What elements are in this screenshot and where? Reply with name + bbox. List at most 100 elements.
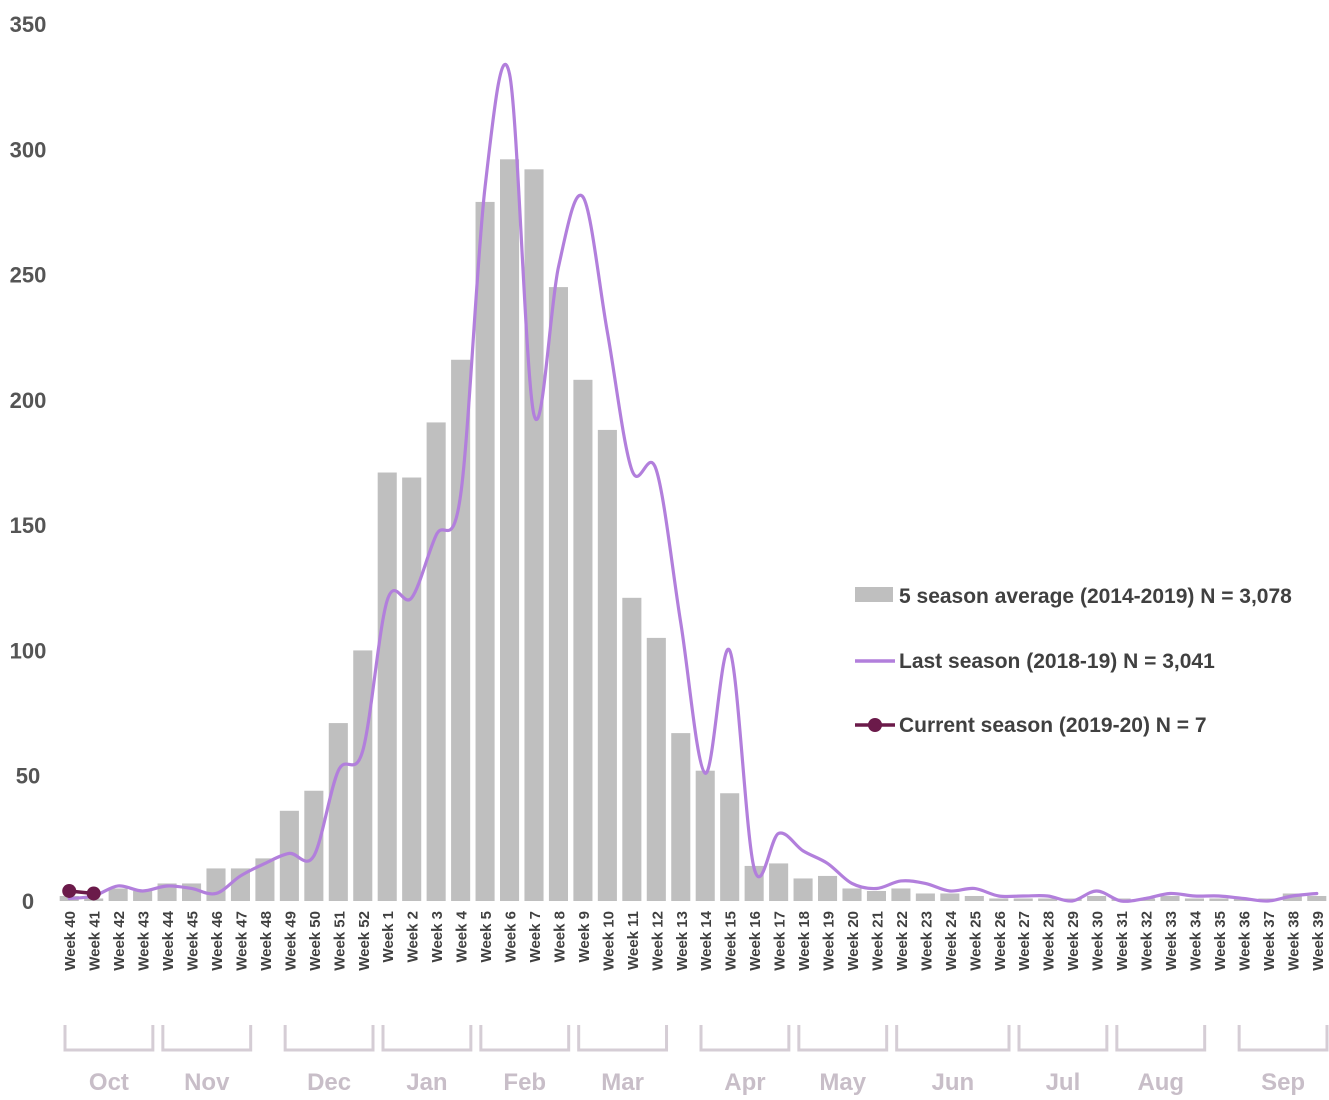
bar-series <box>59 159 1327 902</box>
legend-swatch-average <box>855 587 893 602</box>
month-bracket <box>577 1025 669 1052</box>
bar <box>524 169 544 901</box>
x-tick-label: Week 11 <box>625 911 642 970</box>
current-season-point <box>86 886 101 901</box>
x-tick-label: Week 23 <box>918 911 935 971</box>
bar <box>1013 898 1033 901</box>
bar <box>793 878 813 901</box>
y-tick-label: 300 <box>10 137 47 162</box>
month-label: Nov <box>184 1069 230 1096</box>
month-label: Jun <box>932 1069 975 1096</box>
y-tick-label: 50 <box>16 764 40 789</box>
x-tick-label: Week 48 <box>258 911 275 971</box>
month-label: May <box>819 1069 866 1096</box>
bar <box>548 287 568 902</box>
x-tick-label: Week 39 <box>1310 911 1327 971</box>
bar <box>328 723 348 901</box>
current-season-point <box>62 883 77 898</box>
x-tick-label: Week 14 <box>698 910 715 970</box>
x-tick-label: Week 44 <box>160 910 177 970</box>
bar <box>1087 895 1107 901</box>
x-tick-label: Week 52 <box>356 911 373 971</box>
x-tick-label: Week 13 <box>674 911 691 971</box>
bar <box>744 865 764 901</box>
bar <box>769 863 789 901</box>
x-tick-label: Week 10 <box>600 911 617 971</box>
month-label: Mar <box>601 1069 644 1096</box>
x-tick-label: Week 5 <box>478 911 495 962</box>
month-label: Apr <box>724 1069 765 1096</box>
x-tick-label: Week 22 <box>894 911 911 971</box>
bar <box>1209 898 1229 901</box>
bar <box>989 898 1009 901</box>
x-tick-label: Week 9 <box>576 911 593 962</box>
x-tick-label: Week 26 <box>992 911 1009 971</box>
month-label: Oct <box>89 1069 129 1096</box>
bar <box>964 895 984 901</box>
bar <box>866 890 886 901</box>
legend-label-average: 5 season average (2014-2019) N = 3,078 <box>899 585 1292 608</box>
x-tick-label: Week 17 <box>772 911 789 971</box>
bar <box>451 359 471 901</box>
bar <box>426 422 446 901</box>
x-tick-label: Week 35 <box>1212 911 1229 971</box>
month-bracket <box>381 1025 473 1052</box>
x-tick-label: Week 16 <box>747 911 764 971</box>
x-tick-label: Week 31 <box>1114 911 1131 971</box>
x-tick-label: Week 6 <box>503 911 520 962</box>
x-tick-label: Week 46 <box>209 911 226 971</box>
month-label: Jul <box>1046 1069 1081 1096</box>
bar <box>671 733 691 901</box>
month-bracket <box>161 1025 253 1052</box>
x-tick-label: Week 41 <box>87 911 104 971</box>
x-tick-label: Week 3 <box>429 911 446 962</box>
bar <box>573 379 593 901</box>
month-label: Jan <box>406 1069 447 1096</box>
month-bracket <box>699 1025 791 1052</box>
bar <box>255 858 275 901</box>
bar <box>304 790 324 901</box>
bar <box>1160 895 1180 901</box>
bar <box>133 890 153 901</box>
bar <box>1038 898 1058 901</box>
x-tick-label: Week 43 <box>136 911 153 971</box>
y-tick-label: 150 <box>10 513 47 538</box>
x-tick-label: Week 20 <box>845 911 862 971</box>
x-tick-label: Week 18 <box>796 911 813 971</box>
legend-label-last-season: Last season (2018-19) N = 3,041 <box>899 650 1215 673</box>
bar <box>1184 898 1204 901</box>
bar <box>891 888 911 901</box>
last-season-line <box>67 63 1319 903</box>
bar <box>377 472 397 901</box>
bar <box>279 810 299 901</box>
month-bracket <box>479 1025 571 1052</box>
bar <box>695 770 715 901</box>
bar <box>500 159 520 901</box>
bar <box>475 201 495 901</box>
month-label: Dec <box>307 1069 351 1096</box>
bar <box>720 793 740 901</box>
bar <box>353 650 373 901</box>
x-tick-label: Week 21 <box>869 911 886 971</box>
x-tick-label: Week 36 <box>1236 911 1253 971</box>
x-tick-label: Week 51 <box>331 911 348 971</box>
x-tick-label: Week 8 <box>551 911 568 962</box>
month-bracket <box>1115 1025 1207 1052</box>
y-tick-label: 250 <box>10 263 47 288</box>
x-tick-label: Week 24 <box>943 910 960 970</box>
x-tick-label: Week 4 <box>454 910 471 962</box>
month-brackets: Oct Nov Dec Jan Feb Mar Apr May Jun Jul Aug Sep <box>63 1025 1329 1096</box>
bar <box>842 888 862 901</box>
bar <box>230 868 250 901</box>
bar <box>818 875 838 901</box>
x-tick-label: Week 45 <box>185 911 202 971</box>
y-tick-label: 200 <box>10 388 47 413</box>
x-tick-label: Week 40 <box>62 911 79 971</box>
bar <box>915 893 935 901</box>
x-tick-label: Week 29 <box>1065 911 1082 971</box>
x-tick-label: Week 27 <box>1016 911 1033 971</box>
bar <box>622 597 642 901</box>
bar <box>1307 895 1327 901</box>
bar <box>206 868 226 901</box>
bar <box>597 429 617 901</box>
